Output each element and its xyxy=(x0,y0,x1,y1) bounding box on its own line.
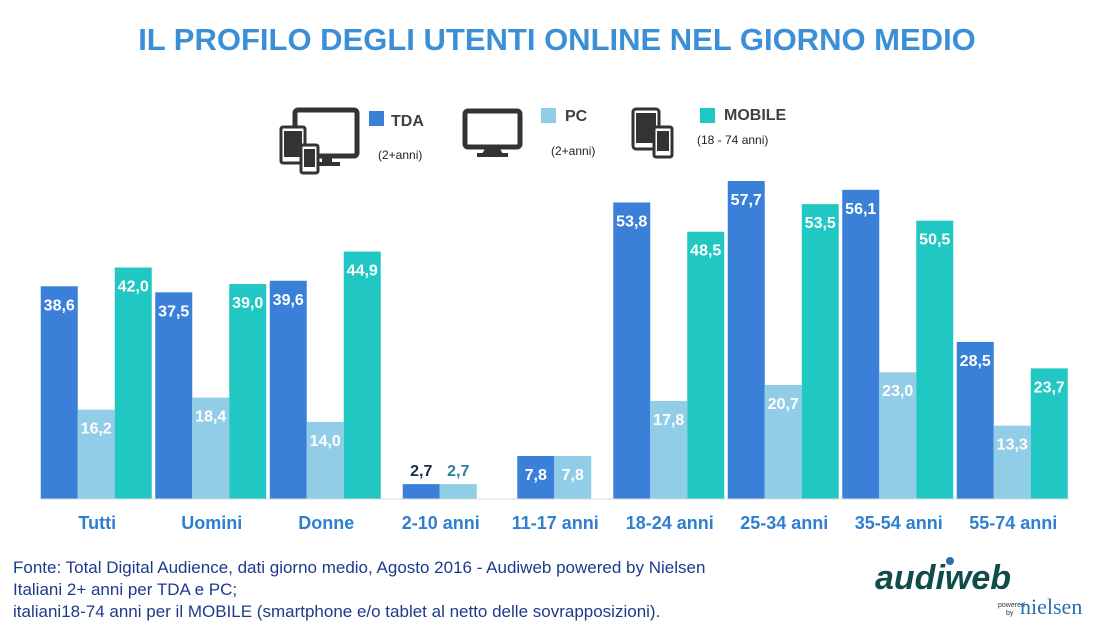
data-label-pc-11-17-anni: 7,8 xyxy=(562,467,584,484)
data-label-pc-25-34-anni: 20,7 xyxy=(768,396,799,413)
bars-group: 38,6 16,2 42,0 37,5 18,4 39,0 39,6 14,0 44,9 2,7 2… xyxy=(40,181,1068,500)
data-label-tda-donne: 39,6 xyxy=(273,292,304,309)
x-tick-label-tutti: Tutti xyxy=(78,513,116,533)
data-label-tda-35-54-anni: 56,1 xyxy=(845,201,876,218)
data-label-mobile-18-24-anni: 48,5 xyxy=(690,243,721,260)
bar-pc-55-74-anni xyxy=(993,425,1031,499)
audiweb-nielsen-logo: audiweb powered by nielsen xyxy=(875,557,1082,619)
data-label-mobile-donne: 44,9 xyxy=(347,263,378,280)
x-tick-label-25-34-anni: 25-34 anni xyxy=(740,513,828,533)
legend: TDA (2+anni) PC (2+anni) MOBILE (18 - 74 anni… xyxy=(279,107,787,175)
bar-mobile-tutti xyxy=(114,267,152,499)
x-tick-label-55-74-anni: 55-74 anni xyxy=(969,513,1057,533)
data-label-mobile-uomini: 39,0 xyxy=(232,295,263,312)
x-tick-label-35-54-anni: 35-54 anni xyxy=(855,513,943,533)
bar-pc-25-34-anni xyxy=(764,384,802,499)
legend-label-tda: TDA xyxy=(391,113,424,130)
legend-note-pc: (2+anni) xyxy=(551,144,595,158)
bar-mobile-25-34-anni xyxy=(801,204,839,499)
data-label-pc-donne: 14,0 xyxy=(310,433,341,450)
data-label-mobile-25-34-anni: 53,5 xyxy=(805,215,836,232)
tv-tablet-phone-icon xyxy=(279,107,360,175)
x-tick-label-11-17-anni: 11-17 anni xyxy=(512,513,599,533)
bar-pc-35-54-anni xyxy=(879,372,917,499)
desktop-monitor-icon xyxy=(462,108,523,157)
bar-tda-donne xyxy=(269,280,307,499)
data-label-pc-35-54-anni: 23,0 xyxy=(882,383,913,400)
data-label-tda-tutti: 38,6 xyxy=(44,297,75,314)
bar-tda-2-10-anni xyxy=(402,484,440,499)
legend-note-mobile: (18 - 74 anni) xyxy=(697,133,768,147)
data-label-tda-18-24-anni: 53,8 xyxy=(616,213,647,230)
x-tick-label-18-24-anni: 18-24 anni xyxy=(626,513,714,533)
data-label-tda-2-10-anni: 2,7 xyxy=(410,463,432,480)
bar-tda-uomini xyxy=(155,292,193,499)
source-line-1: Fonte: Total Digital Audience, dati gior… xyxy=(13,558,706,577)
data-label-pc-tutti: 16,2 xyxy=(81,421,112,438)
data-label-tda-25-34-anni: 57,7 xyxy=(731,192,762,209)
legend-swatch-pc xyxy=(541,108,556,123)
legend-swatch-mobile xyxy=(700,108,715,123)
bar-mobile-35-54-anni xyxy=(916,220,954,500)
bar-chart: TDA (2+anni) PC (2+anni) MOBILE (18 - 74 anni… xyxy=(40,107,1070,533)
bar-pc-2-10-anni xyxy=(439,484,477,499)
bar-pc-18-24-anni xyxy=(650,400,688,499)
logo-dot-icon xyxy=(946,557,954,565)
bar-tda-35-54-anni xyxy=(842,189,880,499)
logo-powered-text: powered xyxy=(998,602,1025,609)
bar-mobile-55-74-anni xyxy=(1030,368,1068,499)
bar-pc-tutti xyxy=(77,409,115,499)
data-label-mobile-35-54-anni: 50,5 xyxy=(919,232,950,249)
logo-by-text: by xyxy=(1006,610,1014,617)
source-line-3: italiani18-74 anni per il MOBILE (smartp… xyxy=(13,602,661,621)
data-label-mobile-tutti: 42,0 xyxy=(118,279,149,296)
data-label-pc-55-74-anni: 13,3 xyxy=(997,437,1028,454)
bar-pc-11-17-anni xyxy=(554,456,592,499)
category-labels: Tutti Uomini Donne 2-10 anni 11-17 anni 18-24… xyxy=(78,513,1057,533)
x-tick-label-donne: Donne xyxy=(298,513,354,533)
data-label-tda-uomini: 37,5 xyxy=(158,303,189,320)
x-tick-label-2-10-anni: 2-10 anni xyxy=(402,513,480,533)
bar-tda-11-17-anni xyxy=(517,456,555,499)
x-tick-label-uomini: Uomini xyxy=(181,513,242,533)
legend-swatch-tda xyxy=(369,111,384,126)
legend-label-pc: PC xyxy=(565,108,588,125)
bar-pc-uomini xyxy=(192,397,230,499)
bar-tda-25-34-anni xyxy=(727,181,765,499)
tablet-phone-icon xyxy=(631,107,674,159)
data-label-tda-55-74-anni: 28,5 xyxy=(960,353,991,370)
data-label-mobile-55-74-anni: 23,7 xyxy=(1034,379,1065,396)
legend-note-tda: (2+anni) xyxy=(378,148,422,162)
bar-tda-tutti xyxy=(40,286,78,499)
bar-tda-18-24-anni xyxy=(613,202,651,499)
nielsen-wordmark: nielsen xyxy=(1020,594,1082,619)
legend-label-mobile: MOBILE xyxy=(724,107,787,124)
bar-pc-donne xyxy=(306,421,344,499)
data-label-pc-uomini: 18,4 xyxy=(195,409,226,426)
source-line-2: Italiani 2+ anni per TDA e PC; xyxy=(13,580,238,599)
chart-title: IL PROFILO DEGLI UTENTI ONLINE NEL GIORN… xyxy=(138,22,976,57)
audiweb-wordmark: audiweb xyxy=(875,559,1011,597)
data-label-pc-2-10-anni: 2,7 xyxy=(447,463,469,480)
bar-mobile-donne xyxy=(343,251,381,499)
data-label-tda-11-17-anni: 7,8 xyxy=(525,467,547,484)
bar-mobile-18-24-anni xyxy=(687,231,725,499)
bar-mobile-uomini xyxy=(229,284,267,499)
bar-tda-55-74-anni xyxy=(956,341,994,499)
data-label-pc-18-24-anni: 17,8 xyxy=(653,412,684,429)
